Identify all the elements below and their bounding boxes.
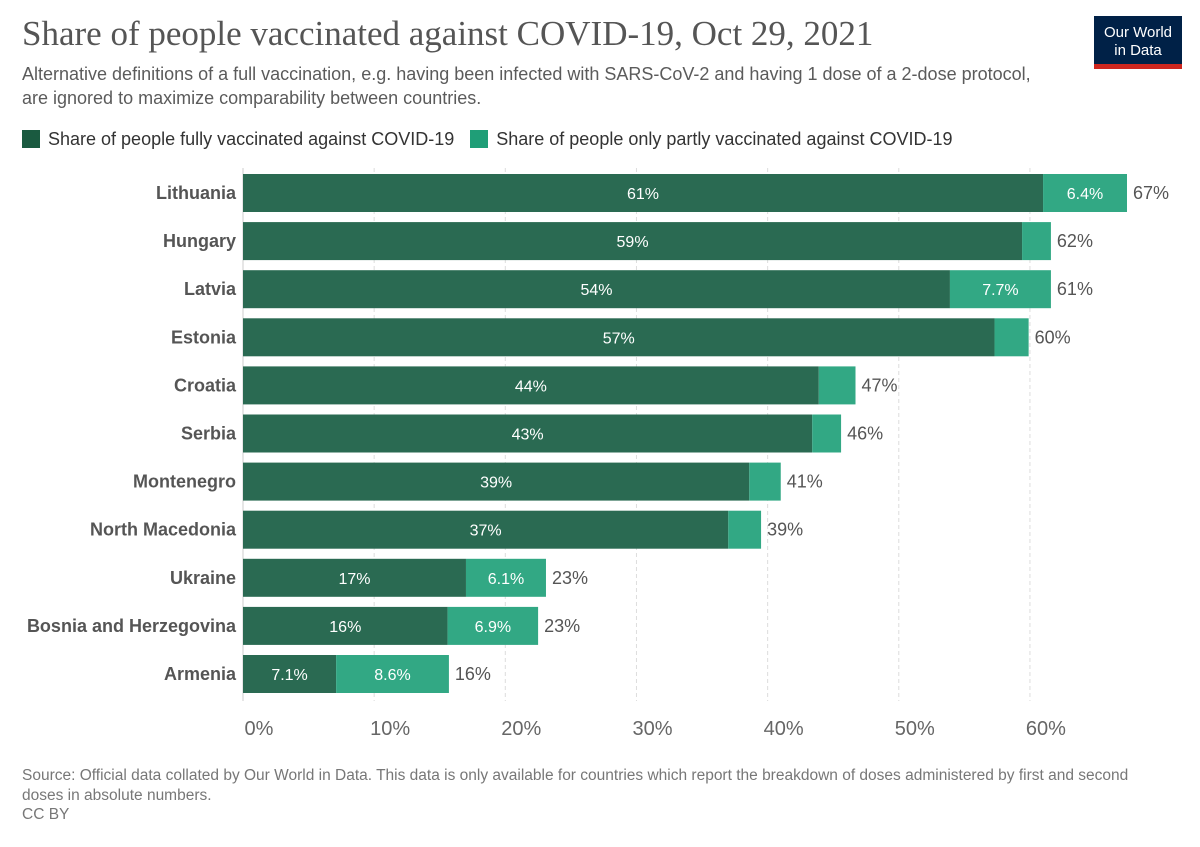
category-label: North Macedonia: [90, 520, 237, 540]
total-label: 23%: [544, 616, 580, 636]
chart-subtitle: Alternative definitions of a full vaccin…: [22, 64, 1031, 108]
bar-partial[interactable]: [336, 655, 449, 693]
value-label-partial: 7.7%: [982, 282, 1018, 299]
bar-partial[interactable]: [994, 318, 1029, 357]
bar-full[interactable]: [243, 174, 1044, 212]
x-tick-label: 10%: [370, 718, 410, 740]
bar-full[interactable]: [243, 318, 995, 357]
total-label: 61%: [1057, 279, 1093, 299]
bar-row[interactable]: 57% 60%: [243, 318, 1071, 357]
bar-full[interactable]: [243, 606, 448, 645]
value-label-full: 54%: [580, 282, 612, 299]
bar-partial[interactable]: [749, 462, 781, 501]
bar-row[interactable]: 44% 47%: [243, 366, 898, 405]
legend-swatch-partial: [470, 130, 489, 148]
bar-full[interactable]: [243, 462, 750, 501]
total-label: 39%: [767, 520, 803, 540]
category-label: Hungary: [163, 231, 236, 251]
value-label-full: 37%: [470, 523, 502, 540]
total-label: 47%: [862, 375, 898, 395]
bar-row[interactable]: 43% 46%: [243, 414, 883, 453]
x-tick-label: 40%: [764, 718, 804, 740]
bars: 61% 6.4% 67% 59% 62% 54% 7.7% 61% 57% 60% 44% 47% 43…: [243, 174, 1169, 693]
license-link[interactable]: CC BY: [22, 806, 70, 823]
value-label-full: 44%: [515, 378, 547, 395]
bar-partial[interactable]: [1022, 222, 1051, 261]
category-label: Armenia: [164, 664, 237, 684]
legend-item-full[interactable]: Share of people fully vaccinated against…: [22, 129, 454, 150]
bar-row[interactable]: 54% 7.7% 61%: [243, 270, 1093, 309]
bar-full[interactable]: [243, 655, 337, 693]
value-label-full: 59%: [617, 234, 649, 251]
value-label-full: 39%: [480, 475, 512, 492]
bar-partial[interactable]: [447, 606, 539, 645]
legend-swatch-full: [22, 130, 40, 148]
legend-label-partial: Share of people only partly vaccinated a…: [496, 128, 953, 149]
category-labels: Lithuania Hungary Latvia Estonia Croatia Serb…: [27, 183, 237, 684]
value-label-full: 16%: [329, 619, 361, 636]
bar-row[interactable]: 7.1% 8.6% 16%: [243, 655, 491, 693]
source-note: Source: Official data collated by Our Wo…: [22, 767, 1129, 804]
x-tick-label: 60%: [1026, 718, 1066, 740]
bar-partial[interactable]: [465, 558, 546, 597]
value-label-full: 17%: [338, 571, 370, 588]
total-label: 62%: [1057, 231, 1093, 251]
value-label-full: 7.1%: [271, 667, 307, 684]
value-label-partial: 8.6%: [374, 667, 410, 684]
bar-partial[interactable]: [949, 270, 1051, 309]
category-label: Croatia: [174, 375, 237, 395]
total-label: 60%: [1035, 327, 1071, 347]
x-tick-label: 20%: [501, 718, 541, 740]
x-tick-label: 50%: [895, 718, 935, 740]
bar-partial[interactable]: [818, 366, 856, 405]
owid-logo[interactable]: Our World in Data: [1094, 16, 1182, 69]
bar-full[interactable]: [243, 366, 819, 405]
x-tick-label: 30%: [632, 718, 672, 740]
category-label: Estonia: [171, 327, 237, 347]
logo-accent-bar: [1094, 64, 1182, 69]
bar-full[interactable]: [243, 270, 950, 309]
bar-row[interactable]: 59% 62%: [243, 222, 1093, 261]
bar-row[interactable]: 39% 41%: [243, 462, 823, 501]
bar-partial[interactable]: [812, 414, 842, 453]
bar-row[interactable]: 37% 39%: [243, 510, 803, 549]
total-label: 46%: [847, 424, 883, 444]
bar-partial[interactable]: [728, 510, 762, 549]
bar-full[interactable]: [243, 558, 466, 597]
bar-full[interactable]: [243, 414, 813, 453]
chart-title: Share of people vaccinated against COVID…: [22, 14, 874, 53]
value-label-full: 43%: [512, 427, 544, 444]
category-label: Ukraine: [170, 568, 236, 588]
category-label: Lithuania: [156, 183, 237, 203]
total-label: 23%: [552, 568, 588, 588]
value-label-partial: 6.1%: [488, 571, 524, 588]
total-label: 41%: [787, 472, 823, 492]
bar-partial[interactable]: [1043, 174, 1127, 212]
value-label-full: 61%: [627, 186, 659, 203]
x-tick-label: 0%: [245, 718, 274, 740]
logo-line-1: Our World: [1103, 24, 1173, 41]
total-label: 67%: [1133, 183, 1169, 203]
bar-row[interactable]: 17% 6.1% 23%: [243, 558, 588, 597]
bar-full[interactable]: [243, 222, 1023, 261]
x-axis-ticks: 0% 10% 20% 30% 40% 50% 60%: [245, 718, 1067, 740]
category-label: Serbia: [181, 424, 237, 444]
value-label-partial: 6.9%: [475, 619, 511, 636]
legend-item-partial[interactable]: Share of people only partly vaccinated a…: [470, 128, 953, 150]
bar-chart: 61% 6.4% 67% 59% 62% 54% 7.7% 61% 57% 60% 44% 47% 43…: [27, 168, 1169, 740]
legend: Share of people fully vaccinated against…: [22, 128, 969, 150]
category-label: Bosnia and Herzegovina: [27, 616, 237, 636]
bar-full[interactable]: [243, 510, 729, 549]
bar-row[interactable]: 61% 6.4% 67%: [243, 174, 1169, 212]
legend-label-full: Share of people fully vaccinated against…: [48, 128, 455, 149]
logo-line-2: in Data: [1114, 42, 1162, 59]
category-label: Montenegro: [133, 472, 236, 492]
category-label: Latvia: [184, 279, 237, 299]
bar-row[interactable]: 16% 6.9% 23%: [243, 606, 580, 645]
total-label: 16%: [455, 664, 491, 684]
value-label-partial: 6.4%: [1067, 186, 1103, 203]
value-label-full: 57%: [603, 330, 635, 347]
